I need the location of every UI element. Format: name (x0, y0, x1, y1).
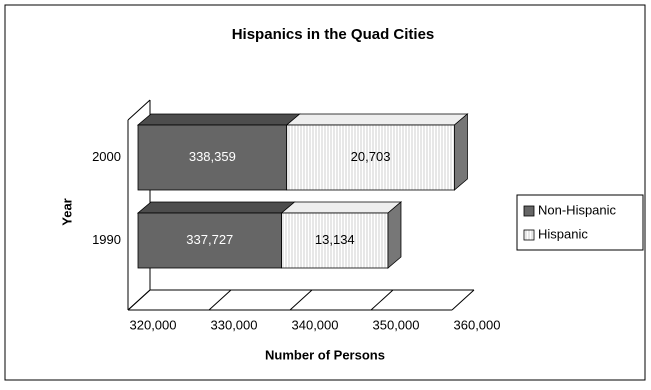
floor-grid-line (208, 289, 232, 311)
legend-swatch (523, 229, 535, 241)
y-axis-label: Year (59, 198, 74, 225)
bar-top (136, 201, 296, 214)
bar-side (387, 201, 402, 269)
bar-top (280, 201, 403, 214)
x-tick-label: 360,000 (454, 317, 501, 332)
data-label: 337,727 (186, 232, 233, 247)
bar (137, 212, 282, 269)
bar (281, 212, 389, 269)
floor-grid-line (451, 289, 475, 311)
data-label: 13,134 (315, 232, 355, 247)
data-label: 20,703 (351, 149, 391, 164)
x-axis-label: Number of Persons (265, 347, 385, 362)
legend-box (516, 194, 644, 251)
x-tick-label: 340,000 (292, 317, 339, 332)
bar (286, 124, 455, 191)
legend-label: Non-Hispanic (538, 202, 617, 217)
bar-side (454, 113, 468, 191)
y-tick-label: 1990 (92, 232, 121, 247)
x-tick-label: 320,000 (130, 317, 177, 332)
depth-edge (127, 99, 151, 121)
legend-swatch (523, 205, 535, 217)
chart-title: Hispanics in the Quad Cities (232, 26, 435, 43)
bar-top (285, 113, 469, 126)
y-tick-label: 2000 (92, 149, 121, 164)
floor-grid-line (127, 289, 151, 311)
data-label: 338,359 (189, 149, 236, 164)
floor-grid-line (370, 289, 394, 311)
floor-grid-line (289, 289, 313, 311)
chart-frame (4, 4, 646, 381)
bar (137, 124, 288, 191)
legend-label: Hispanic (538, 226, 588, 241)
x-tick-label: 330,000 (211, 317, 258, 332)
x-tick-label: 350,000 (373, 317, 420, 332)
bar-top (136, 113, 301, 126)
